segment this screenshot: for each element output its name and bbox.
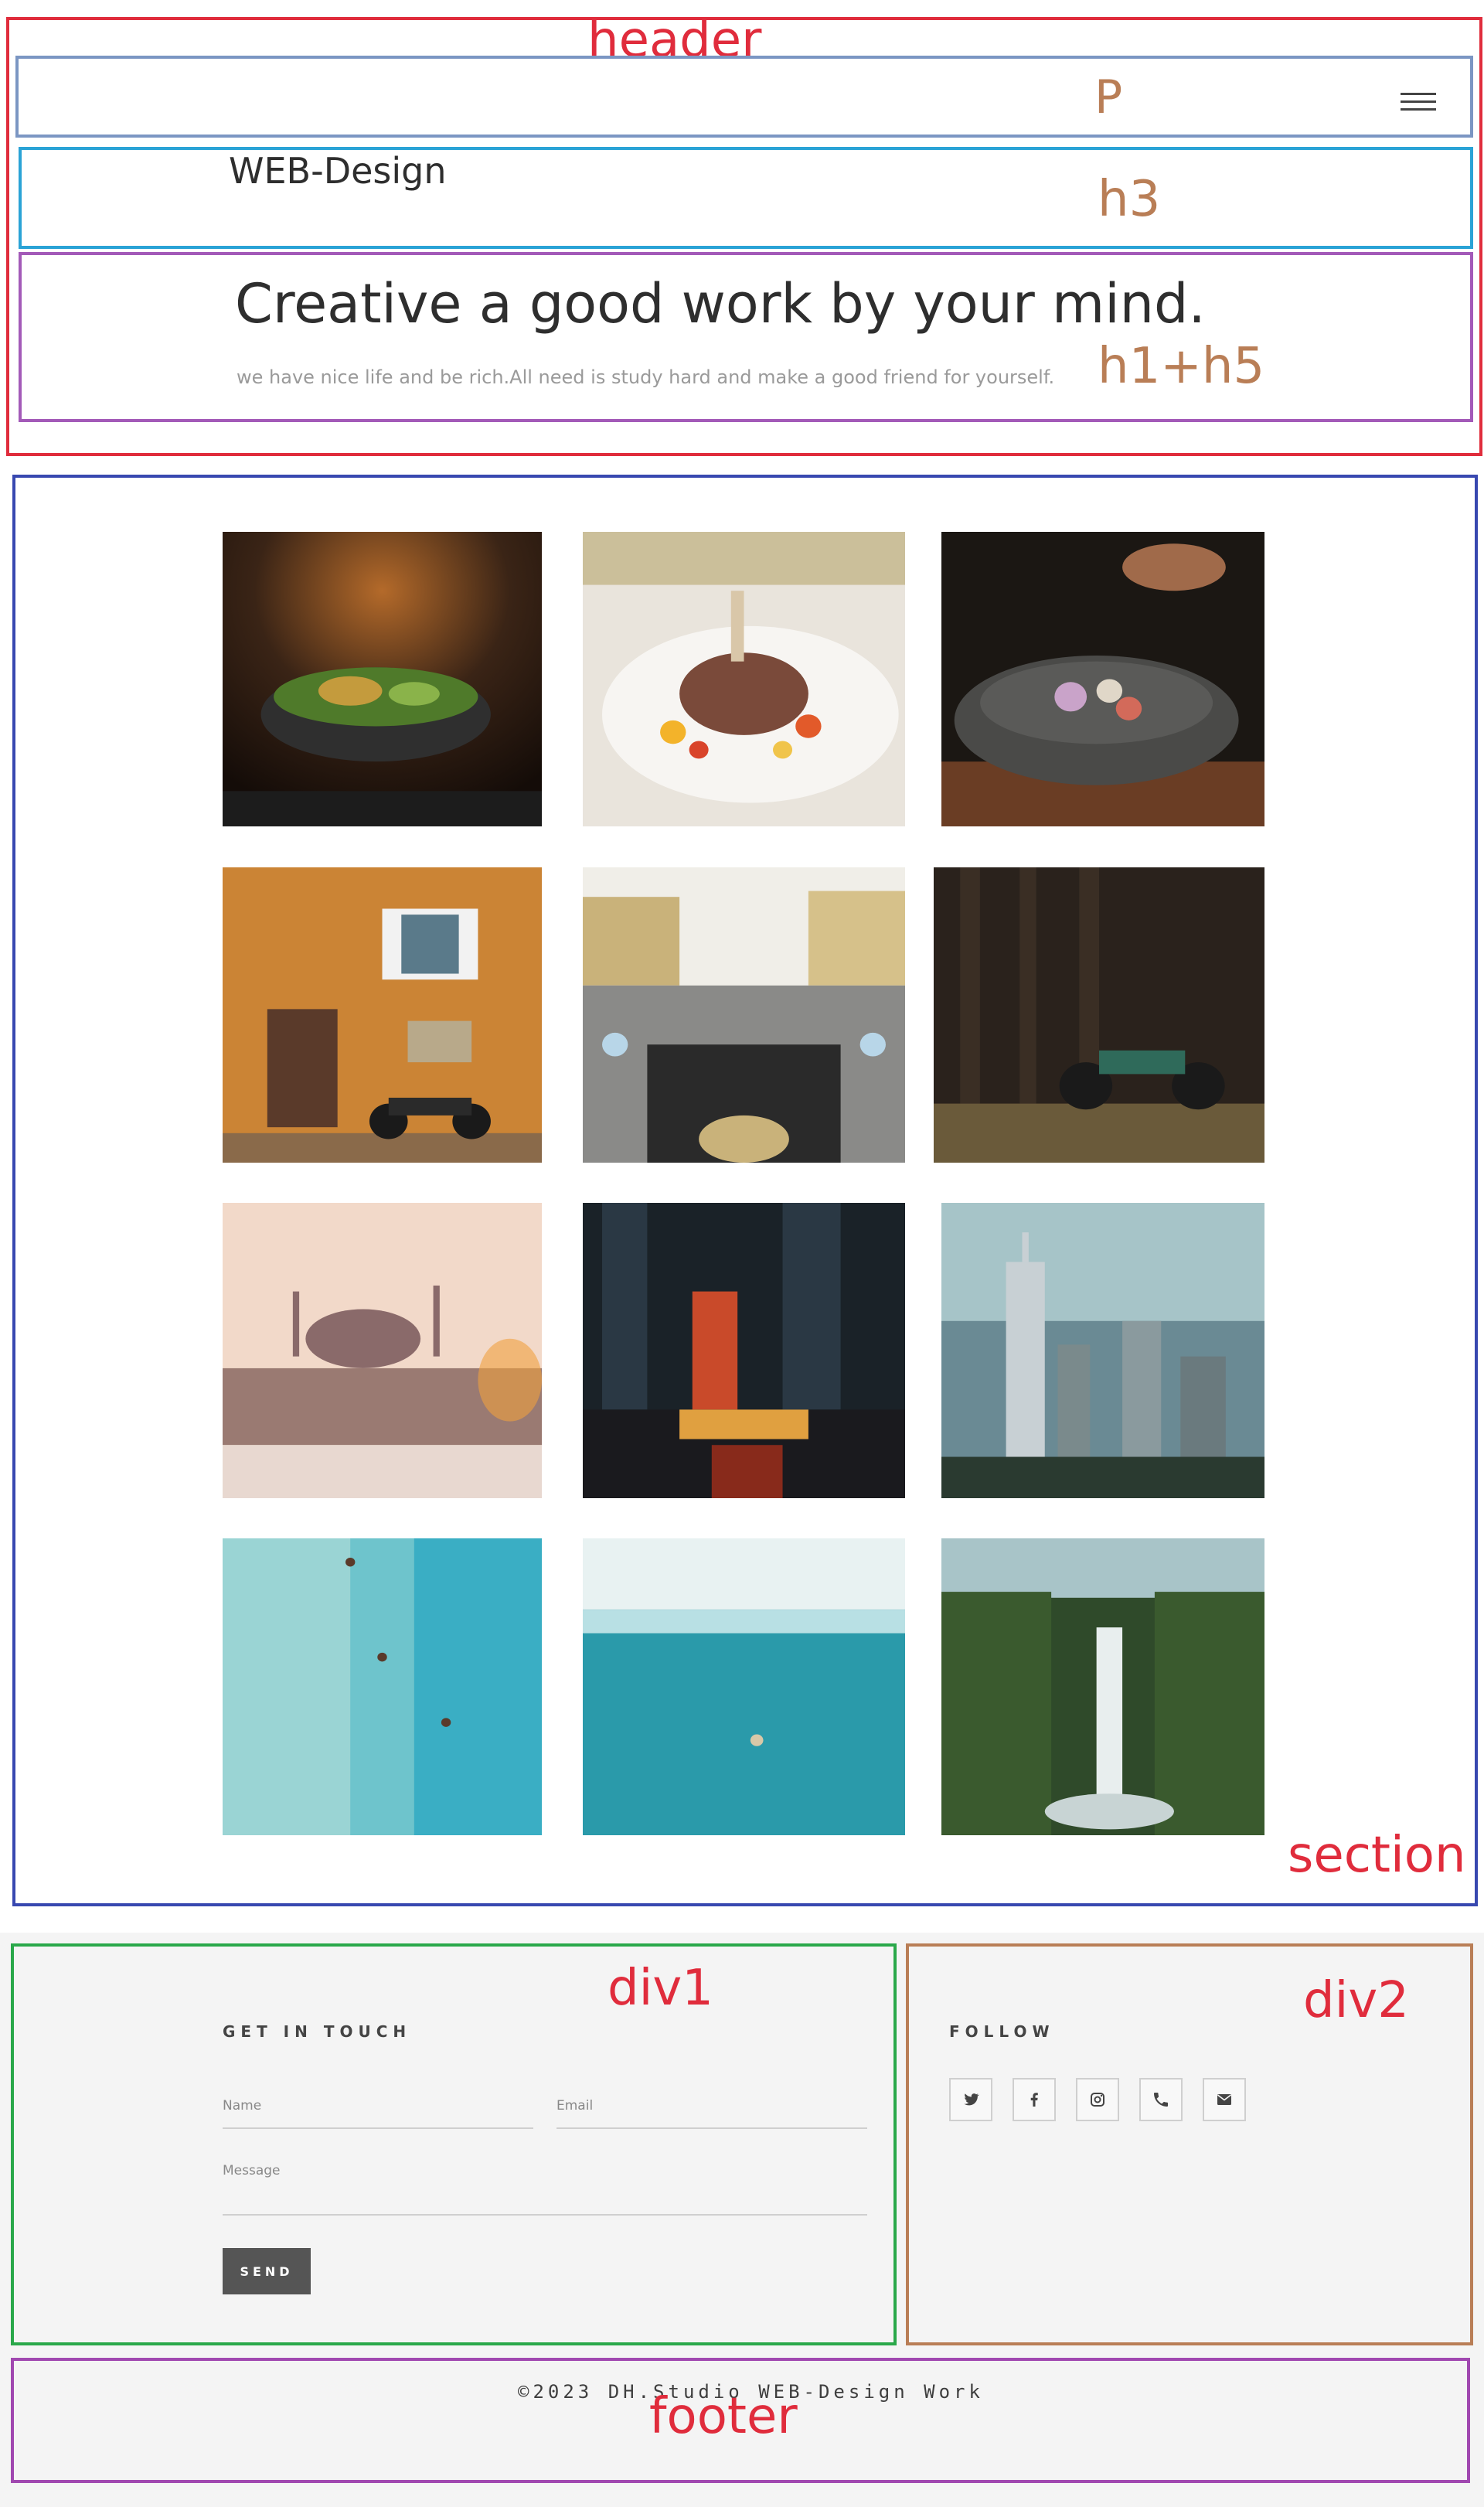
motorcycle-handlebar-street-photo[interactable]: [583, 867, 905, 1163]
section-outline: [12, 475, 1478, 1906]
email-input-underline: [556, 2127, 867, 2129]
orange-wall-motorcycle-photo[interactable]: [223, 867, 542, 1163]
message-textarea[interactable]: Message: [223, 2163, 281, 2178]
annotation-div2: div2: [1303, 1972, 1409, 2029]
ocean-waves-aerial-photo[interactable]: [583, 1538, 905, 1835]
annotation-footer: footer: [649, 2388, 798, 2445]
motorcycle-dark-forest-photo[interactable]: [934, 867, 1264, 1163]
page-headline: Creative a good work by your mind.: [235, 272, 1206, 336]
facebook-icon[interactable]: [1013, 2078, 1056, 2121]
h3-outline: [19, 147, 1473, 249]
div2-outline: [906, 1943, 1473, 2345]
skyline-skyscrapers-photo[interactable]: [941, 1203, 1264, 1498]
phone-icon[interactable]: [1139, 2078, 1183, 2121]
name-input[interactable]: Name: [223, 2098, 262, 2114]
page-subline: we have nice life and be rich.All need i…: [237, 366, 1055, 388]
site-title[interactable]: WEB-Design: [229, 150, 447, 192]
beach-swimmers-aerial-photo[interactable]: [223, 1538, 542, 1835]
header-outline: [6, 17, 1482, 456]
annotation-h1-h5: h1+h5: [1098, 338, 1265, 395]
name-input-underline: [223, 2127, 533, 2129]
stone-bowl-dish-photo[interactable]: [941, 532, 1264, 826]
copyright-text: ©2023 DH.Studio WEB-Design Work: [518, 2381, 984, 2403]
p-outline: [15, 56, 1473, 138]
annotation-section: section: [1288, 1827, 1466, 1884]
message-textarea-underline: [223, 2214, 867, 2216]
h1-h5-outline: [19, 252, 1473, 422]
footer-outline: [11, 2358, 1470, 2483]
mail-icon[interactable]: [1203, 2078, 1246, 2121]
div1-outline: [11, 1943, 897, 2345]
salad-bowl-photo[interactable]: [223, 532, 542, 826]
contact-background: [0, 1933, 1484, 2507]
email-input[interactable]: Email: [556, 2098, 594, 2114]
annotation-h3: h3: [1098, 171, 1161, 228]
annotation-p: P: [1094, 70, 1123, 124]
annotation-div1: div1: [608, 1960, 713, 2017]
instagram-icon[interactable]: [1076, 2078, 1119, 2121]
istanbul-mosque-photo[interactable]: [223, 1203, 542, 1498]
hamburger-menu-icon[interactable]: [1401, 90, 1436, 114]
send-button[interactable]: SEND: [223, 2248, 311, 2294]
twitter-icon[interactable]: [949, 2078, 992, 2121]
contact-heading: GET IN TOUCH: [223, 2022, 412, 2041]
lamb-chop-plate-photo[interactable]: [583, 532, 905, 826]
send-button-label: SEND: [240, 2263, 294, 2279]
jungle-waterfall-photo[interactable]: [941, 1538, 1264, 1835]
city-night-street-photo[interactable]: [583, 1203, 905, 1498]
follow-heading: FOLLOW: [949, 2022, 1055, 2041]
